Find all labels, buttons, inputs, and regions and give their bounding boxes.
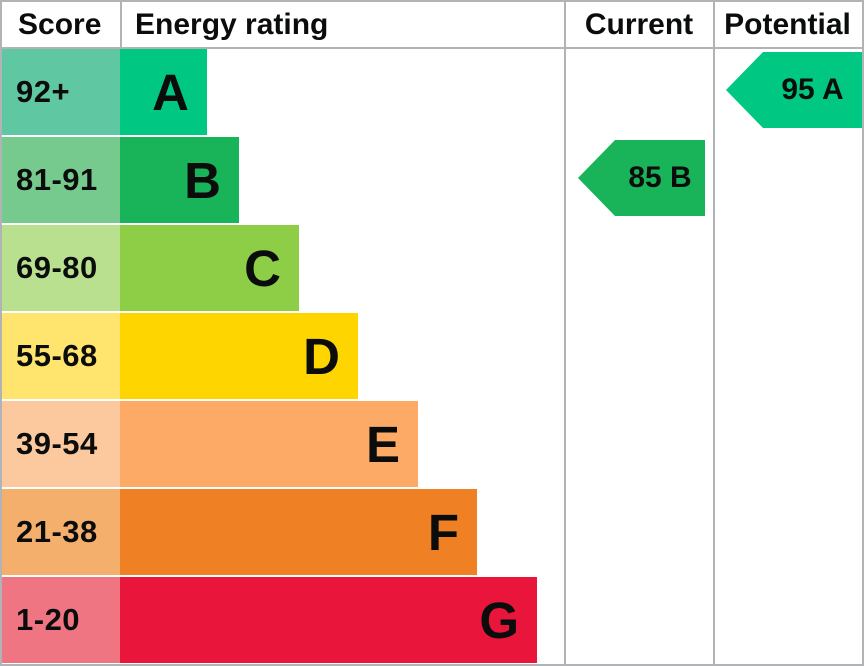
- energy-band-bar-c: C: [120, 225, 299, 311]
- band-letter: A: [152, 63, 189, 121]
- band-row-b: 81-91 B: [2, 137, 862, 225]
- band-letter: E: [365, 415, 400, 473]
- score-range-cell-e: 39-54: [2, 401, 120, 487]
- energy-band-rows: 92+ A 81-91 B 69-80 C 55-68 D 39-54 E 21-38 F 1-20 G: [2, 49, 862, 664]
- table-header: Score Energy rating Current Potential: [2, 2, 862, 49]
- energy-band-bar-a: A: [120, 49, 207, 135]
- score-range-cell-a: 92+: [2, 49, 120, 135]
- score-column-divider: [120, 2, 122, 47]
- score-range-cell-f: 21-38: [2, 489, 120, 575]
- band-letter: F: [427, 503, 459, 561]
- band-row-d: 55-68 D: [2, 313, 862, 401]
- header-potential: Potential: [724, 8, 851, 41]
- band-row-g: 1-20 G: [2, 577, 862, 664]
- potential-rating-label: 95 A: [781, 73, 844, 106]
- header-current: Current: [584, 8, 694, 41]
- band-row-a: 92+ A: [2, 49, 862, 137]
- energy-band-bar-b: B: [120, 137, 239, 223]
- band-letter: B: [184, 151, 221, 209]
- energy-band-bar-d: D: [120, 313, 358, 399]
- header-score: Score: [18, 8, 102, 41]
- band-letter: C: [244, 239, 281, 297]
- current-column-divider: [564, 2, 566, 664]
- score-range-cell-b: 81-91: [2, 137, 120, 223]
- band-row-f: 21-38 F: [2, 489, 862, 577]
- band-row-c: 69-80 C: [2, 225, 862, 313]
- score-range-cell-d: 55-68: [2, 313, 120, 399]
- current-rating-label: 85 B: [628, 161, 692, 194]
- score-range-cell-c: 69-80: [2, 225, 120, 311]
- band-letter: G: [479, 591, 519, 649]
- energy-band-bar-f: F: [120, 489, 477, 575]
- score-range-cell-g: 1-20: [2, 577, 120, 663]
- potential-column-divider: [713, 2, 715, 664]
- band-letter: D: [303, 327, 340, 385]
- energy-band-bar-e: E: [120, 401, 418, 487]
- band-row-e: 39-54 E: [2, 401, 862, 489]
- energy-band-bar-g: G: [120, 577, 537, 663]
- header-energy-rating: Energy rating: [135, 8, 329, 41]
